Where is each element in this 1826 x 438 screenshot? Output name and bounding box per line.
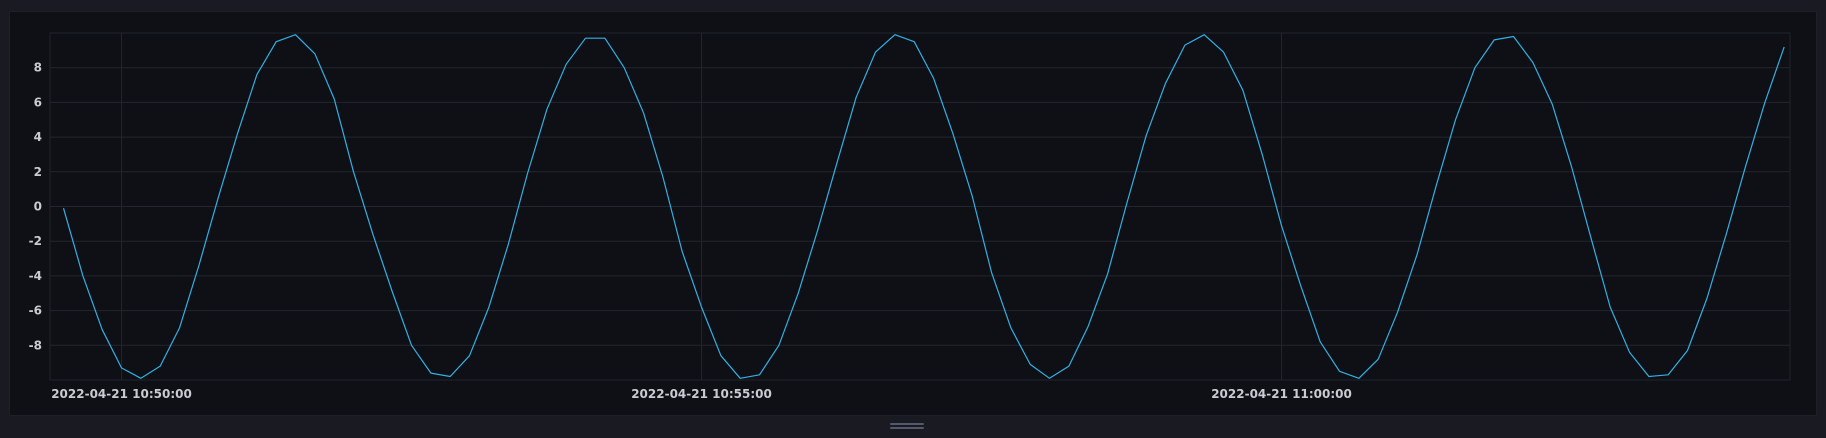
y-tick-label: -4 <box>29 269 42 283</box>
panel-resize-handle[interactable] <box>890 423 924 431</box>
y-tick-label: 4 <box>34 130 42 144</box>
series-layer <box>62 34 1785 379</box>
y-tick-label: 6 <box>34 95 42 109</box>
x-tick-label: 2022-04-21 11:00:00 <box>1211 387 1352 401</box>
y-tick-label: -8 <box>29 338 42 352</box>
axes: 8 6 4 2 0 -2 -4 -6 -8 2022-04-21 10:50:00 2022-04-… <box>29 61 1352 401</box>
x-tick-label: 2022-04-21 10:50:00 <box>51 387 192 401</box>
y-tick-label: -2 <box>29 234 42 248</box>
y-tick-label: 8 <box>34 61 42 75</box>
x-tick-label: 2022-04-21 10:55:00 <box>631 387 772 401</box>
series-line <box>62 34 1785 379</box>
y-tick-label: -6 <box>29 304 42 318</box>
grid <box>49 32 1791 381</box>
y-tick-label: 0 <box>34 200 42 214</box>
y-tick-label: 2 <box>34 165 42 179</box>
graph-panel <box>9 11 1817 416</box>
